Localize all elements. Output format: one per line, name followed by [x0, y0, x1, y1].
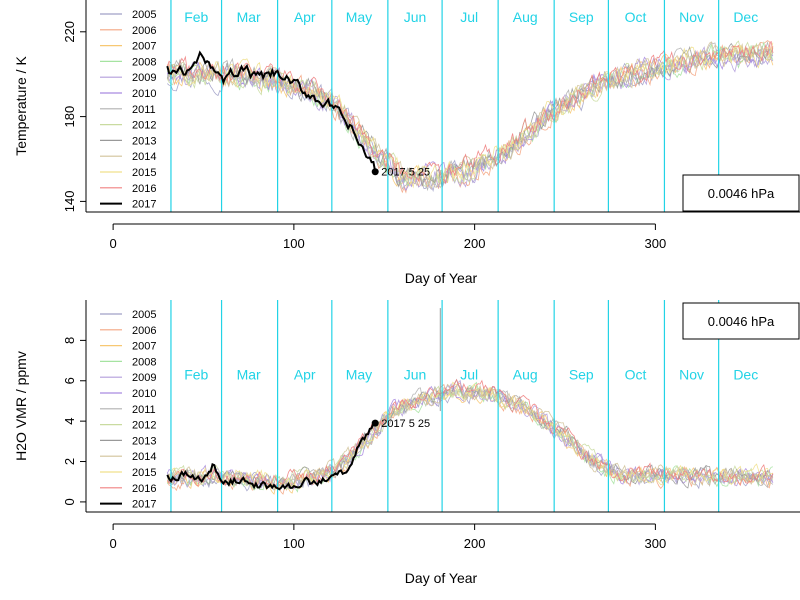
legend-label-2009: 2009	[132, 72, 156, 84]
legend-label-2015: 2015	[132, 167, 156, 179]
month-label: Dec	[733, 9, 758, 25]
legend-label-2009: 2009	[132, 372, 156, 384]
month-label: Oct	[625, 367, 647, 383]
y-tick-label: 8	[62, 337, 77, 344]
month-label: Nov	[679, 367, 704, 383]
legend: 2005 2006 2007 2008 2009 2010 2011 2012 2013 2014…	[100, 9, 156, 211]
endpoint-marker	[371, 419, 379, 427]
legend-label-2007: 2007	[132, 41, 156, 53]
month-label: Nov	[679, 9, 704, 25]
month-label: May	[346, 9, 372, 25]
series-line-2016	[166, 378, 774, 488]
legend-label-2005: 2005	[132, 309, 156, 321]
month-label: Apr	[294, 367, 316, 383]
y-axis-label: Temperature / K	[13, 56, 29, 156]
month-label: Aug	[513, 9, 538, 25]
legend-label-2006: 2006	[132, 325, 156, 337]
month-label: Apr	[294, 9, 316, 25]
month-label: Feb	[184, 367, 208, 383]
chart-panel-1: 2017 5 25 Feb Mar Apr May Jun Jul Aug Sep Oct Nov D…	[13, 0, 800, 286]
pressure-box	[682, 174, 800, 212]
legend-label-2013: 2013	[132, 135, 156, 147]
legend-label-2014: 2014	[132, 451, 156, 463]
legend-label-2015: 2015	[132, 467, 156, 479]
month-label: Sep	[569, 367, 594, 383]
month-label: Jul	[460, 9, 478, 25]
series-line-2017	[166, 421, 376, 491]
series-line-2015	[167, 381, 774, 491]
x-tick-label: 100	[283, 536, 305, 551]
y-tick-label: 6	[62, 377, 77, 384]
y-tick-label: 180	[62, 106, 77, 128]
month-label: Sep	[569, 9, 594, 25]
legend-label-2011: 2011	[132, 404, 156, 416]
legend: 2005 2006 2007 2008 2009 2010 2011 2012 2013 2014…	[100, 309, 156, 511]
series-line-2016	[166, 40, 774, 185]
month-label: Aug	[513, 367, 538, 383]
endpoint-label: 2017 5 25	[381, 167, 430, 179]
month-label: Mar	[237, 367, 261, 383]
month-label: May	[346, 367, 372, 383]
month-label: Feb	[184, 9, 208, 25]
pressure-box	[682, 302, 800, 340]
pressure-label: 0.0046 hPa	[708, 314, 775, 329]
endpoint-label: 2017 5 25	[381, 418, 430, 430]
legend-label-2005: 2005	[132, 9, 156, 21]
month-label: Dec	[733, 367, 758, 383]
y-tick-label: 140	[62, 191, 77, 213]
chart-panel-2: 2017 5 25 Feb Mar Apr May Jun Jul Aug Sep Oct Nov D…	[13, 300, 800, 586]
y-tick-label: 4	[62, 418, 77, 425]
legend-label-2013: 2013	[132, 435, 156, 447]
x-tick-label: 0	[109, 536, 116, 551]
legend-label-2014: 2014	[132, 151, 156, 163]
legend-label-2017: 2017	[132, 499, 156, 511]
x-tick-label: 0	[109, 236, 116, 251]
x-tick-label: 200	[464, 536, 486, 551]
legend-label-2010: 2010	[132, 388, 156, 400]
legend-label-2006: 2006	[132, 25, 156, 37]
month-label: Jul	[460, 367, 478, 383]
month-label: Oct	[625, 9, 647, 25]
series-line-2012	[166, 384, 774, 489]
plot-area	[166, 0, 774, 212]
plot-area	[166, 300, 774, 512]
legend-label-2016: 2016	[132, 183, 156, 195]
x-tick-label: 300	[645, 236, 667, 251]
legend-label-2008: 2008	[132, 56, 156, 68]
legend-label-2010: 2010	[132, 88, 156, 100]
legend-label-2007: 2007	[132, 341, 156, 353]
x-axis-label: Day of Year	[405, 270, 478, 286]
legend-label-2012: 2012	[132, 120, 156, 132]
y-tick-label: 2	[62, 458, 77, 465]
x-tick-label: 100	[283, 236, 305, 251]
legend-label-2008: 2008	[132, 356, 156, 368]
month-label: Mar	[237, 9, 261, 25]
legend-label-2012: 2012	[132, 420, 156, 432]
legend-label-2016: 2016	[132, 483, 156, 495]
series-line-2017	[166, 50, 377, 172]
x-tick-label: 300	[645, 536, 667, 551]
y-tick-label: 0	[62, 498, 77, 505]
month-label: Jun	[404, 367, 427, 383]
legend-label-2017: 2017	[132, 199, 156, 211]
month-label: Jun	[404, 9, 427, 25]
legend-label-2011: 2011	[132, 104, 156, 116]
y-tick-label: 220	[62, 21, 77, 43]
endpoint-marker	[371, 168, 379, 176]
x-axis-label: Day of Year	[405, 570, 478, 586]
series-line-2015	[166, 42, 774, 189]
x-tick-label: 200	[464, 236, 486, 251]
pressure-label: 0.0046 hPa	[708, 186, 775, 201]
y-axis-label: H2O VMR / ppmv	[13, 351, 29, 461]
